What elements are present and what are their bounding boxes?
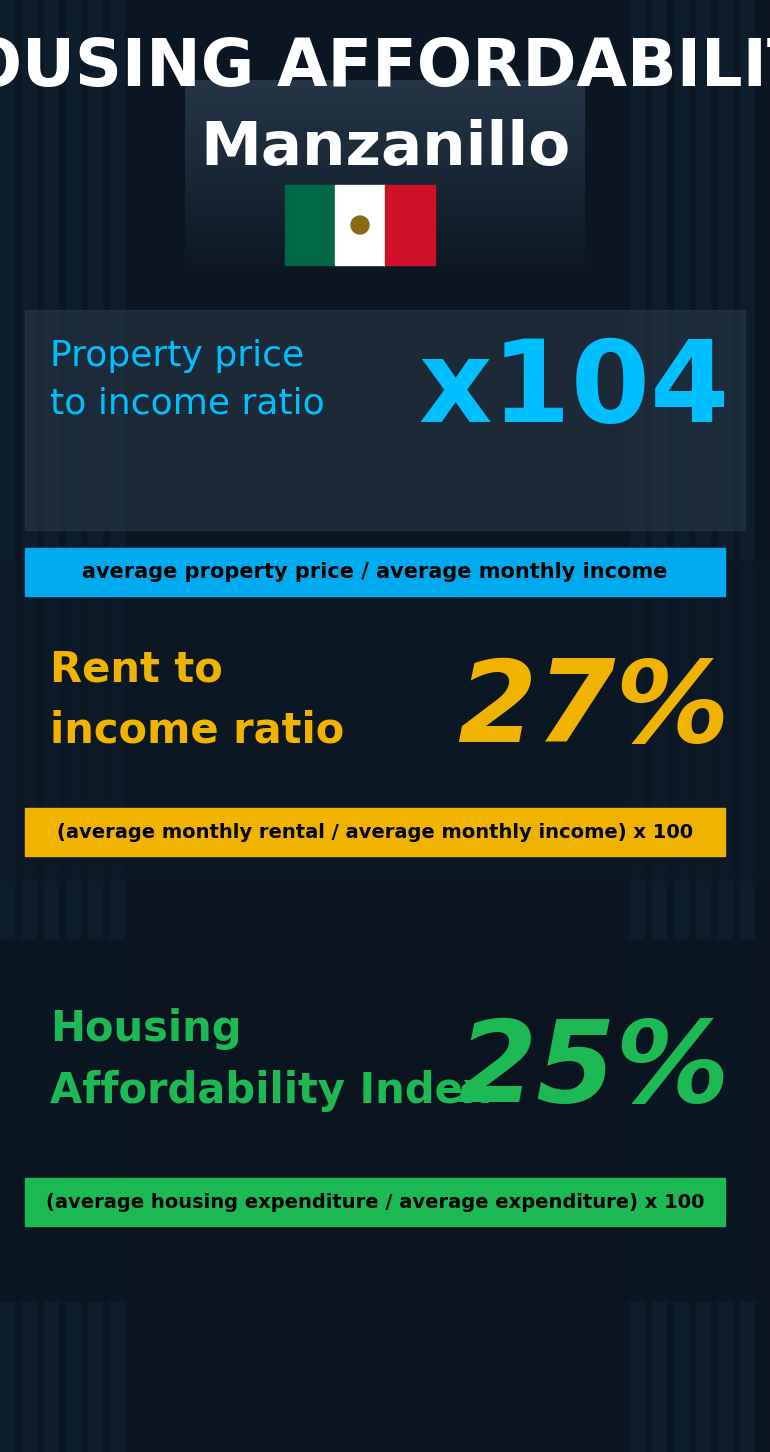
Bar (285, 184, 335, 266)
Bar (0, 0, 14, 1452)
Bar (25, 807, 725, 857)
Text: 25%: 25% (457, 1015, 730, 1125)
Bar (0, 560, 770, 880)
Text: (average housing expenditure / average expenditure) x 100: (average housing expenditure / average e… (45, 1192, 705, 1211)
Text: Rent to
income ratio: Rent to income ratio (50, 648, 344, 752)
Bar (630, 0, 644, 1452)
Text: x104: x104 (419, 334, 730, 446)
Text: 27%: 27% (457, 655, 730, 765)
Bar (66, 0, 80, 1452)
Bar (88, 0, 102, 1452)
Bar (25, 309, 745, 530)
Bar (25, 1178, 725, 1225)
Bar (674, 0, 688, 1452)
Bar (44, 0, 58, 1452)
Text: HOUSING AFFORDABILITY: HOUSING AFFORDABILITY (0, 36, 770, 100)
Text: Housing
Affordability Index: Housing Affordability Index (50, 1008, 490, 1112)
Bar (740, 0, 754, 1452)
Bar (110, 0, 124, 1452)
Bar (25, 547, 725, 595)
Bar (0, 939, 770, 1300)
Bar (718, 0, 732, 1452)
Text: average property price / average monthly income: average property price / average monthly… (82, 562, 668, 582)
Bar (335, 184, 385, 266)
Text: (average monthly rental / average monthly income) x 100: (average monthly rental / average monthl… (57, 822, 693, 842)
Bar (652, 0, 666, 1452)
Text: Property price
to income ratio: Property price to income ratio (50, 340, 325, 421)
Text: Manzanillo: Manzanillo (200, 119, 570, 177)
Bar (385, 184, 435, 266)
Bar (696, 0, 710, 1452)
Circle shape (351, 216, 369, 234)
Bar (22, 0, 36, 1452)
